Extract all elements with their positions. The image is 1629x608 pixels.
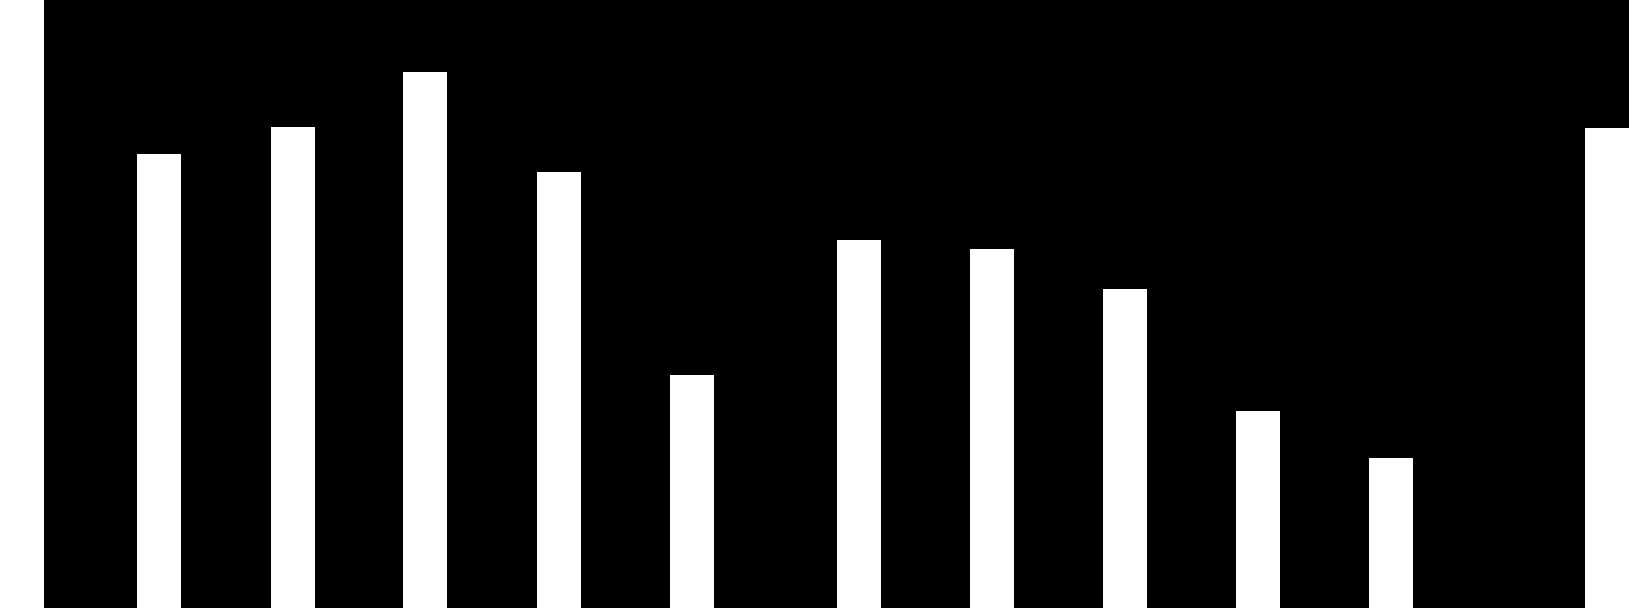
bar-5	[670, 375, 714, 608]
bar-4	[537, 172, 581, 608]
bar-11	[1369, 458, 1413, 608]
bar-0	[0, 0, 44, 608]
bar-7	[837, 240, 881, 608]
bar-1	[137, 154, 181, 608]
bar-3	[403, 72, 447, 608]
bar-8	[970, 249, 1014, 608]
bar-13	[1585, 128, 1629, 608]
bar-chart	[0, 0, 1629, 608]
bar-2	[271, 127, 315, 608]
bar-10	[1236, 411, 1280, 608]
bar-9	[1103, 289, 1147, 608]
